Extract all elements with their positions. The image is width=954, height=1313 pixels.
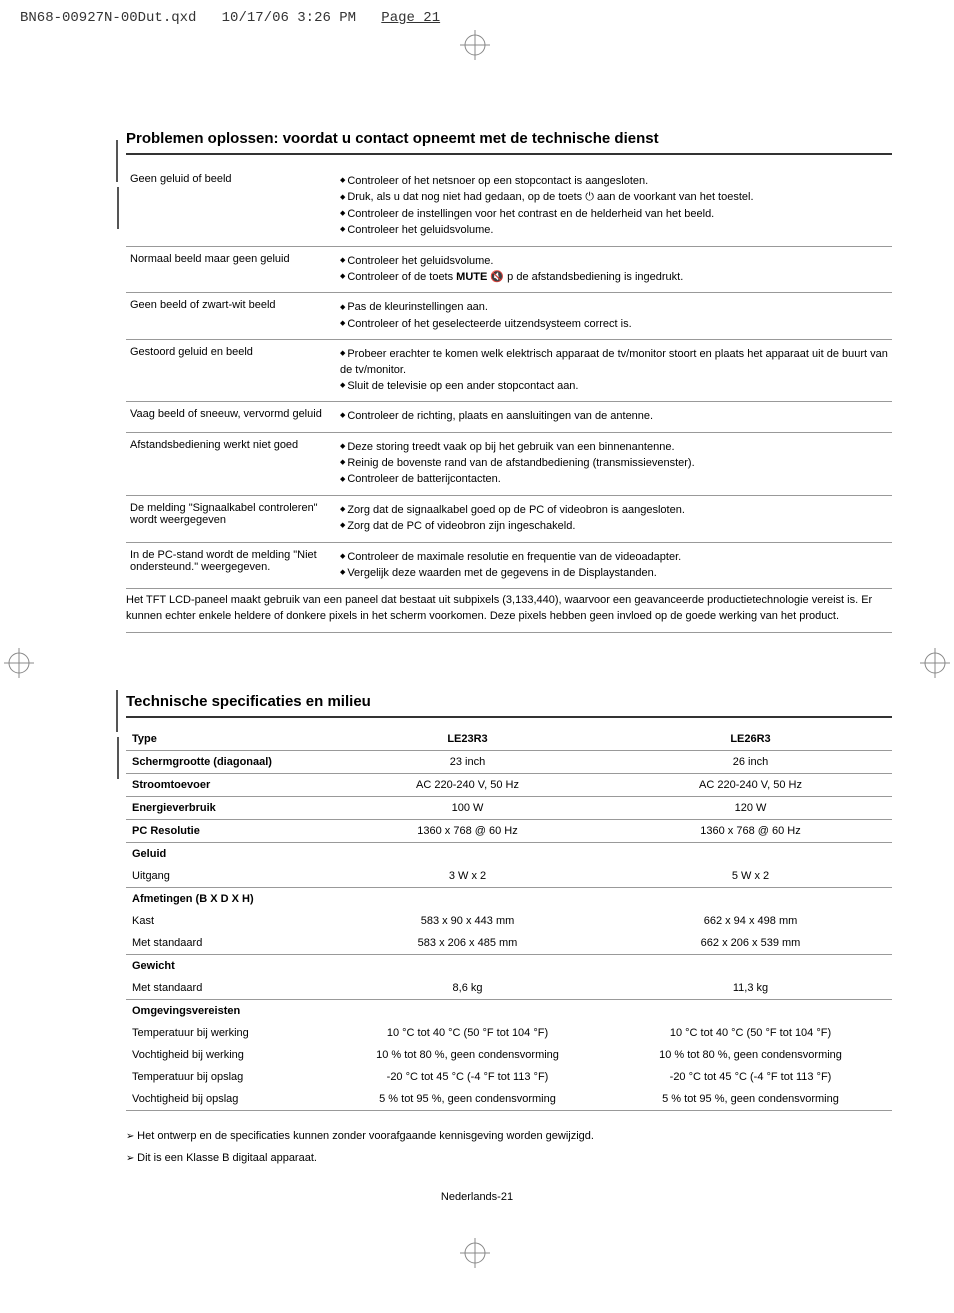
spec-row-label: Schermgrootte (diagonaal): [126, 751, 326, 774]
troubleshoot-table: Geen geluid of beeld Controleer of het ne…: [126, 167, 892, 589]
spec-row-v1: 100 W: [326, 797, 609, 820]
trouble-fixes: Controleer de maximale resolutie en freq…: [336, 542, 892, 589]
spec-row-v2: 26 inch: [609, 751, 892, 774]
trouble-issue: Afstandsbediening werkt niet goed: [126, 432, 336, 495]
spec-env-sub: Vochtigheid bij opslag: [126, 1088, 326, 1111]
trouble-fix-item: Controleer de richting, plaats en aanslu…: [340, 409, 888, 424]
spec-afm-label: Afmetingen (B X D X H): [126, 888, 326, 911]
spec-env-sub: Vochtigheid bij werking: [126, 1044, 326, 1066]
spec-sub-label: Met standaard: [126, 932, 326, 955]
trouble-fix-item: Zorg dat de PC of videobron zijn ingesch…: [340, 519, 888, 534]
trouble-fixes: Probeer erachter te komen welk elektrisc…: [336, 340, 892, 402]
spec-env-v1: 10 °C tot 40 °C (50 °F tot 104 °F): [326, 1022, 609, 1044]
spec-env-v2: -20 °C tot 45 °C (-4 °F tot 113 °F): [609, 1066, 892, 1088]
trouble-issue: In de PC-stand wordt de melding "Niet on…: [126, 542, 336, 589]
trouble-issue: Normaal beeld maar geen geluid: [126, 246, 336, 293]
spec-notes: Het ontwerp en de specificaties kunnen z…: [126, 1125, 892, 1169]
spec-row-v2: 1360 x 768 @ 60 Hz: [609, 820, 892, 843]
spec-env-label: Omgevingsvereisten: [126, 1000, 326, 1023]
trouble-fixes: Zorg dat de signaalkabel goed op de PC o…: [336, 495, 892, 542]
spec-sub-v1: 583 x 90 x 443 mm: [326, 910, 609, 932]
trouble-fixes: Pas de kleurinstellingen aan. Controleer …: [336, 293, 892, 340]
spec-header-m1: LE23R3: [326, 728, 609, 751]
page-footer: Nederlands-21: [0, 1191, 954, 1203]
spec-geluid-sub: Uitgang: [126, 865, 326, 888]
spec-title: Technische specificaties en milieu: [126, 693, 892, 718]
registration-mark-bottom: [460, 1238, 490, 1273]
note-1: Het ontwerp en de specificaties kunnen z…: [126, 1125, 892, 1147]
left-accent-bar-1: [116, 140, 120, 182]
spec-geluid-label: Geluid: [126, 843, 326, 866]
registration-mark-top: [460, 30, 490, 60]
page-content: Problemen oplossen: voordat u contact op…: [126, 130, 892, 1169]
trouble-fix-item: Controleer of de toets MUTE 🔇 p de afsta…: [340, 270, 888, 285]
spec-env-v2: 5 % tot 95 %, geen condensvorming: [609, 1088, 892, 1111]
print-header: BN68-00927N-00Dut.qxd 10/17/06 3:26 PM P…: [20, 10, 440, 26]
trouble-fixes: Deze storing treedt vaak op bij het gebr…: [336, 432, 892, 495]
registration-mark-left: [4, 648, 34, 683]
trouble-fixes: Controleer het geluidsvolume.Controleer …: [336, 246, 892, 293]
spec-sub-v2: 662 x 94 x 498 mm: [609, 910, 892, 932]
trouble-fix-item: Vergelijk deze waarden met de gegevens i…: [340, 566, 888, 581]
trouble-fixes: Controleer de richting, plaats en aanslu…: [336, 402, 892, 432]
spec-env-v1: -20 °C tot 45 °C (-4 °F tot 113 °F): [326, 1066, 609, 1088]
trouble-fix-item: Druk, als u dat nog niet had gedaan, op …: [340, 190, 888, 205]
doc-datetime: 10/17/06 3:26 PM: [222, 10, 356, 26]
spec-header-type: Type: [126, 728, 326, 751]
trouble-fix-item: Pas de kleurinstellingen aan.: [340, 300, 888, 315]
troubleshoot-title: Problemen oplossen: voordat u contact op…: [126, 130, 892, 155]
trouble-issue: Geen beeld of zwart-wit beeld: [126, 293, 336, 340]
note-2: Dit is een Klasse B digitaal apparaat.: [126, 1147, 892, 1169]
trouble-issue: De melding "Signaalkabel controleren" wo…: [126, 495, 336, 542]
spec-sub-v1: 583 x 206 x 485 mm: [326, 932, 609, 955]
spec-env-v2: 10 °C tot 40 °C (50 °F tot 104 °F): [609, 1022, 892, 1044]
spec-env-v2: 10 % tot 80 %, geen condensvorming: [609, 1044, 892, 1066]
spec-row-v2: AC 220-240 V, 50 Hz: [609, 774, 892, 797]
trouble-fix-item: Controleer of het geselecteerde uitzends…: [340, 317, 888, 332]
trouble-issue: Vaag beeld of sneeuw, vervormd geluid: [126, 402, 336, 432]
spec-header-m2: LE26R3: [609, 728, 892, 751]
trouble-fix-item: Deze storing treedt vaak op bij het gebr…: [340, 440, 888, 455]
spec-geluid-v2: 5 W x 2: [609, 865, 892, 888]
spec-table: Type LE23R3 LE26R3 Schermgrootte (diagon…: [126, 728, 892, 1111]
doc-page: Page 21: [381, 10, 440, 26]
spec-env-sub: Temperatuur bij werking: [126, 1022, 326, 1044]
spec-sub-v2: 662 x 206 x 539 mm: [609, 932, 892, 955]
spec-row-label: Energieverbruik: [126, 797, 326, 820]
trouble-fix-item: Reinig de bovenste rand van de afstandbe…: [340, 456, 888, 471]
left-accent-bar-2: [116, 690, 120, 732]
spec-row-v1: AC 220-240 V, 50 Hz: [326, 774, 609, 797]
spec-env-v1: 10 % tot 80 %, geen condensvorming: [326, 1044, 609, 1066]
spec-env-sub: Temperatuur bij opslag: [126, 1066, 326, 1088]
spec-sub-label: Met standaard: [126, 977, 326, 1000]
spec-env-v1: 5 % tot 95 %, geen condensvorming: [326, 1088, 609, 1111]
spec-row-v1: 23 inch: [326, 751, 609, 774]
trouble-fix-item: Controleer het geluidsvolume.: [340, 223, 888, 238]
trouble-fix-item: Zorg dat de signaalkabel goed op de PC o…: [340, 503, 888, 518]
doc-filename: BN68-00927N-00Dut.qxd: [20, 10, 196, 26]
spec-geluid-v1: 3 W x 2: [326, 865, 609, 888]
spec-sub-v2: 11,3 kg: [609, 977, 892, 1000]
spec-row-label: Stroomtoevoer: [126, 774, 326, 797]
trouble-fix-item: Controleer het geluidsvolume.: [340, 254, 888, 269]
trouble-fix-item: Controleer of het netsnoer op een stopco…: [340, 174, 888, 189]
trouble-issue: Gestoord geluid en beeld: [126, 340, 336, 402]
spec-sub-v1: 8,6 kg: [326, 977, 609, 1000]
spec-row-v1: 1360 x 768 @ 60 Hz: [326, 820, 609, 843]
spec-row-label: PC Resolutie: [126, 820, 326, 843]
tft-footnote: Het TFT LCD-paneel maakt gebruik van een…: [126, 593, 892, 633]
trouble-fix-item: Controleer de batterijcontacten.: [340, 472, 888, 487]
trouble-fix-item: Sluit de televisie op een ander stopcont…: [340, 379, 888, 394]
spec-row-v2: 120 W: [609, 797, 892, 820]
registration-mark-right: [920, 648, 950, 683]
trouble-fix-item: Controleer de maximale resolutie en freq…: [340, 550, 888, 565]
trouble-fixes: Controleer of het netsnoer op een stopco…: [336, 167, 892, 246]
spec-gewicht-label: Gewicht: [126, 955, 326, 978]
trouble-fix-item: Probeer erachter te komen welk elektrisc…: [340, 347, 888, 378]
spec-sub-label: Kast: [126, 910, 326, 932]
trouble-fix-item: Controleer de instellingen voor het cont…: [340, 207, 888, 222]
trouble-issue: Geen geluid of beeld: [126, 167, 336, 246]
